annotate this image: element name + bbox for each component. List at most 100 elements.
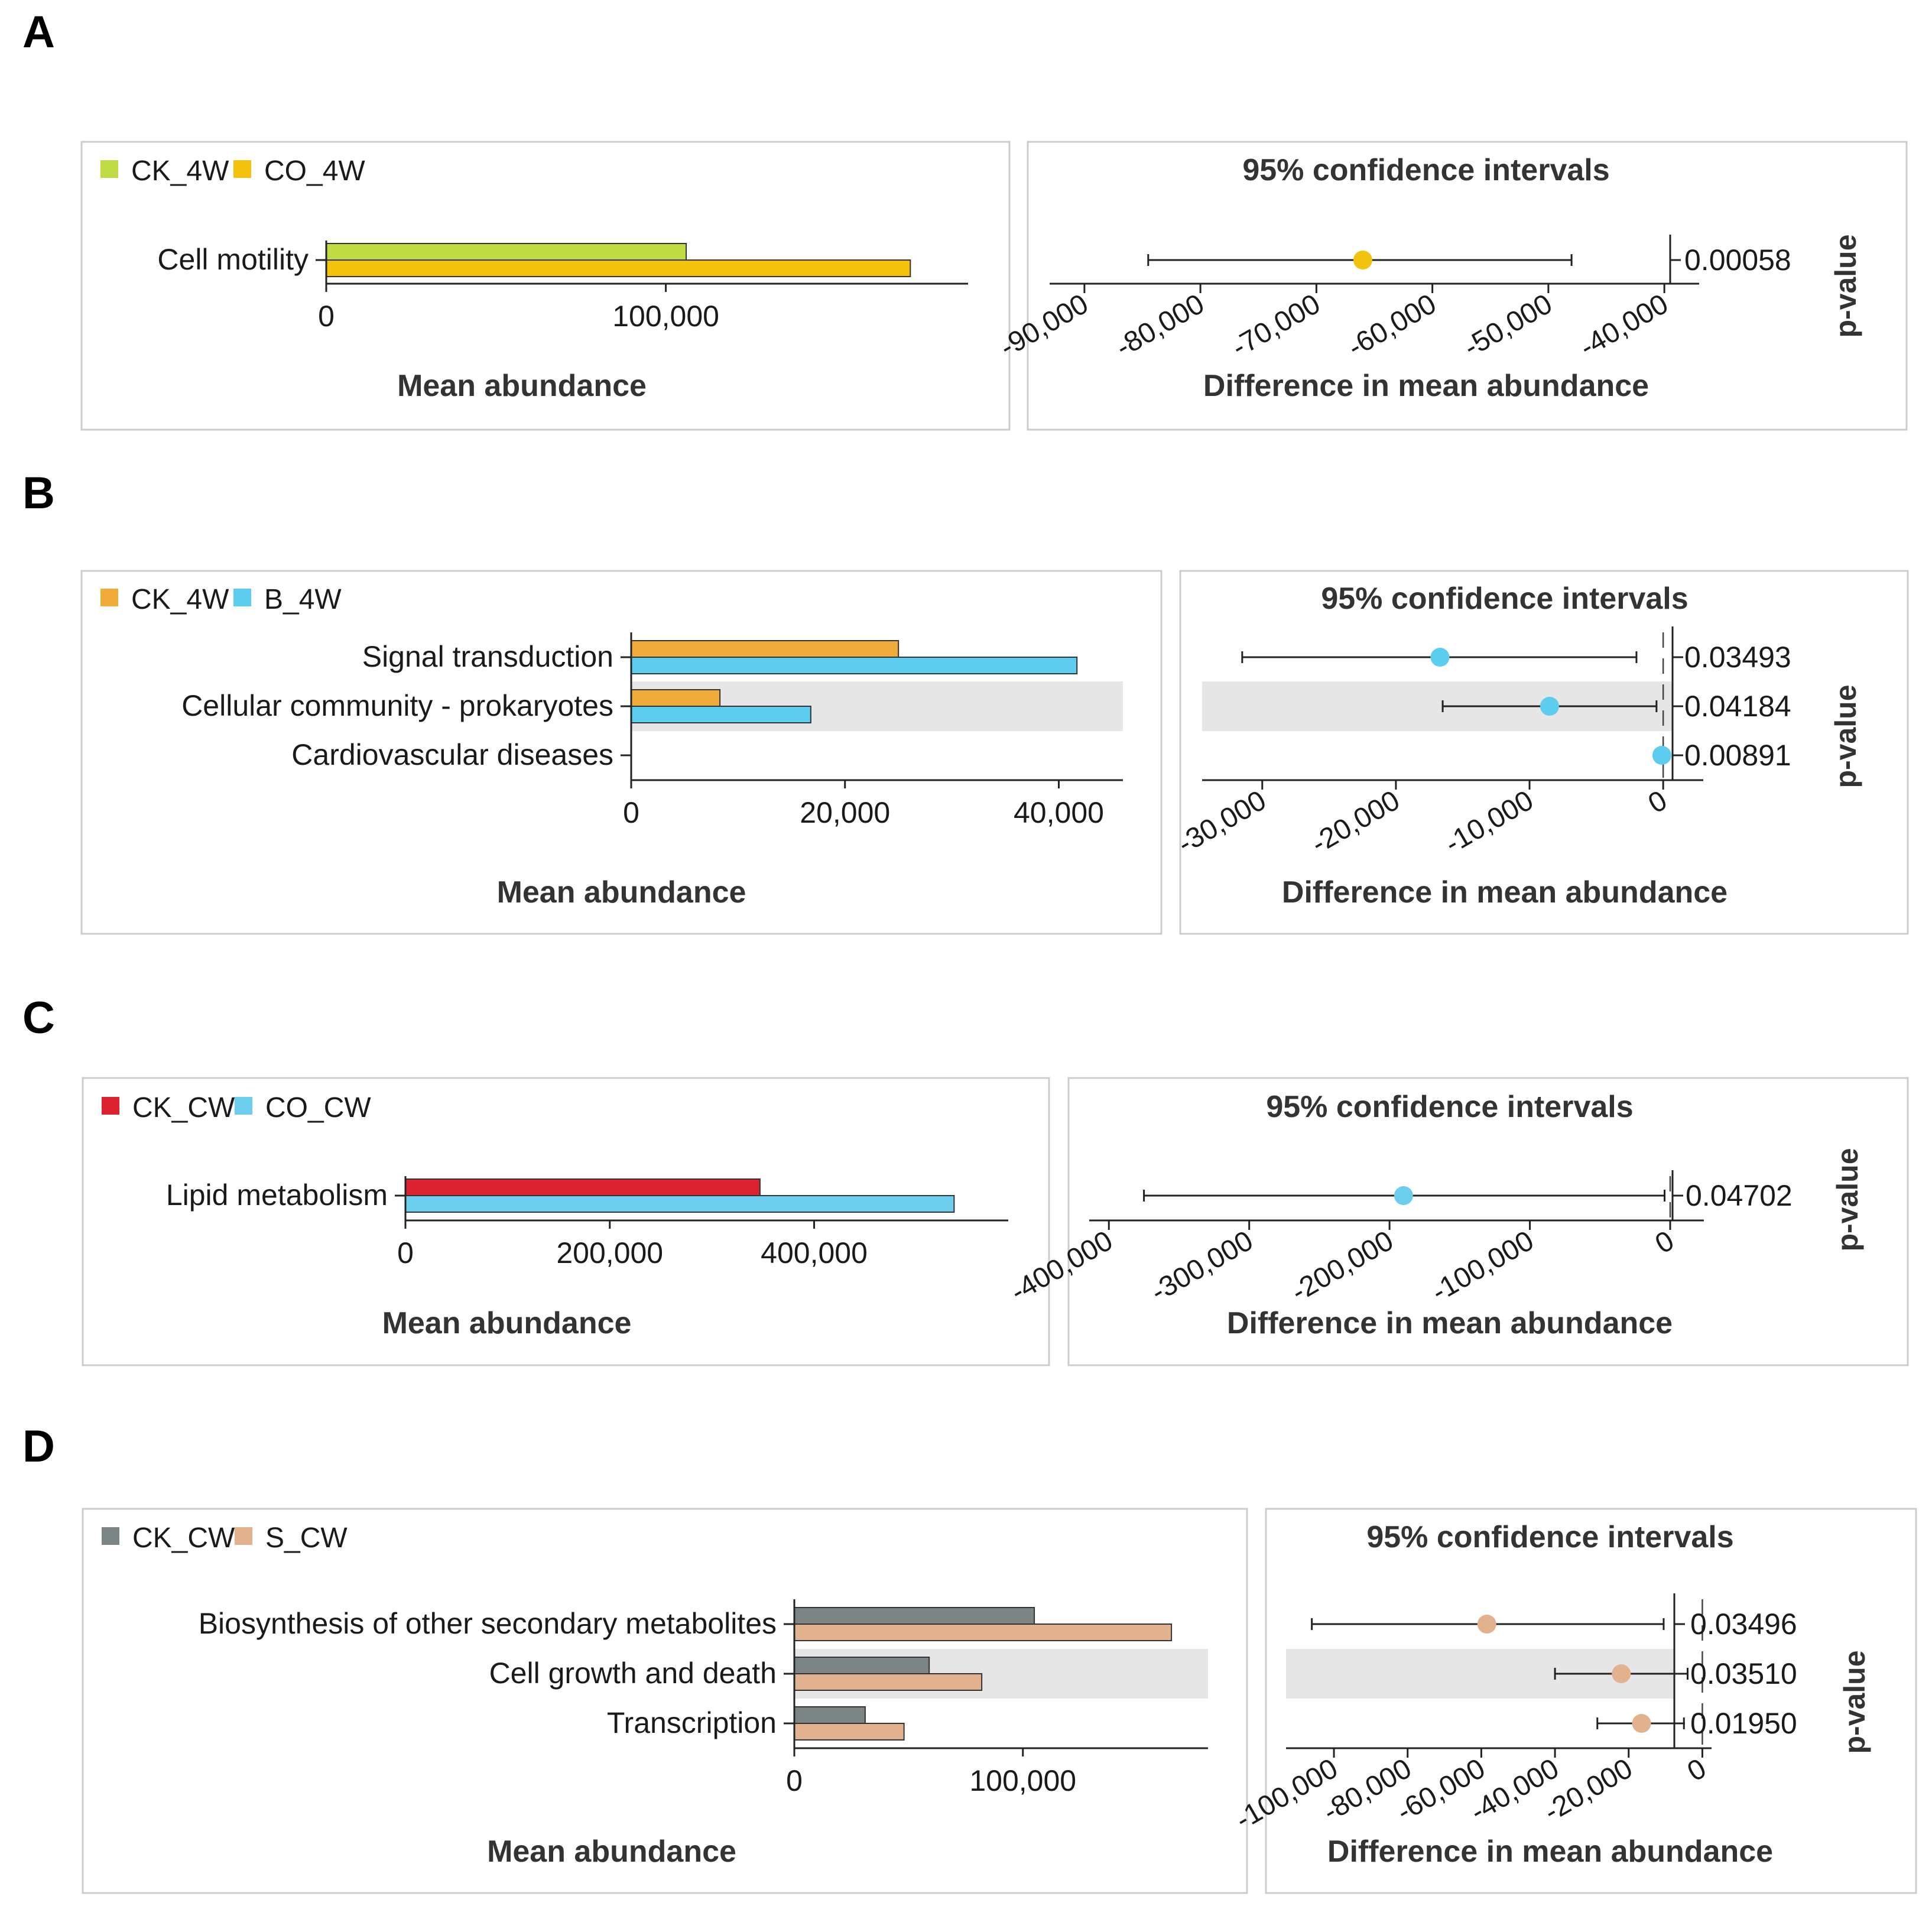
bar-x-tick-label: 0 (397, 1236, 414, 1269)
bar-x-axis-title: Mean abundance (497, 875, 746, 910)
pvalue-label: 0.04702 (1686, 1179, 1793, 1212)
ci-x-tick-label: -200,000 (1286, 1225, 1399, 1308)
ci-x-tick-label: -40,000 (1574, 288, 1673, 363)
panel-d-label: D (22, 1421, 55, 1472)
category-label: Lipid metabolism (166, 1178, 388, 1212)
bar (326, 243, 687, 261)
ci-title: 95% confidence intervals (1266, 1090, 1633, 1124)
legend-label: CO_CW (265, 1092, 371, 1124)
bar (794, 1706, 866, 1724)
bar (794, 1623, 1173, 1641)
pvalue-axis-title: p-value (1838, 1650, 1871, 1754)
legend-label: B_4W (264, 584, 342, 615)
ci-x-tick-label: -100,000 (1426, 1225, 1539, 1308)
pvalue-label: 0.04184 (1684, 690, 1791, 723)
panel-b-label: B (22, 468, 55, 518)
ci-panel-frame (1027, 141, 1908, 431)
category-label: Cell growth and death (489, 1657, 777, 1690)
category-label: Cell motility (157, 243, 309, 276)
pvalue-axis-title: p-value (1831, 1148, 1864, 1251)
category-label: Cellular community - prokaryotes (181, 689, 613, 722)
legend-label: CK_4W (131, 584, 229, 615)
ci-panel-frame (1265, 1508, 1917, 1894)
ci-title: 95% confidence intervals (1242, 153, 1609, 187)
category-label: Transcription (607, 1706, 777, 1739)
ci-x-tick-label: -70,000 (1226, 288, 1325, 363)
bar (631, 640, 900, 658)
effect-point (1430, 648, 1450, 667)
ci-x-tick-label: 0 (1682, 1753, 1712, 1788)
panel-b: B CK_4W B_4W Signal transduction Cellular co… (22, 468, 1909, 935)
legend-swatch (233, 589, 251, 606)
ci-x-axis-title: Difference in mean abundance (1282, 875, 1728, 910)
pvalue-label: 0.03496 (1690, 1608, 1797, 1641)
bar (405, 1195, 955, 1213)
bar (631, 689, 721, 707)
bar (631, 657, 1078, 674)
legend-label: CK_CW (132, 1522, 235, 1554)
legend-label: CO_4W (264, 155, 365, 187)
ci-panel-frame (1179, 570, 1909, 935)
pvalue-axis-title: p-value (1829, 684, 1862, 788)
legend-swatch (235, 1527, 252, 1545)
bar-x-tick-label: 0 (623, 796, 639, 829)
ci-x-tick-label: -60,000 (1343, 288, 1441, 363)
effect-point (1540, 697, 1559, 716)
legend-label: CK_4W (131, 155, 229, 187)
ci-x-tick-label: 0 (1643, 785, 1673, 820)
ci-x-tick-label: -80,000 (1111, 288, 1209, 363)
effect-point (1632, 1714, 1651, 1733)
legend-swatch (100, 589, 118, 606)
bar-x-tick-label: 0 (786, 1764, 803, 1797)
bar (794, 1657, 930, 1674)
ci-x-tick-label: -400,000 (1005, 1225, 1118, 1308)
legend-label: CK_CW (132, 1092, 235, 1124)
bar-panel-frame (80, 141, 1011, 431)
bar-x-tick-label: 100,000 (612, 300, 719, 333)
ci-title: 95% confidence intervals (1366, 1520, 1733, 1554)
bar-x-tick-label: 200,000 (556, 1236, 663, 1269)
bar-panel-frame (82, 1508, 1248, 1894)
panel-a: A CK_4W CO_4W Cell motility 0 100,000 Mean abu… (22, 7, 1908, 431)
panel-a-label: A (22, 7, 55, 57)
bar-x-tick-label: 40,000 (1014, 796, 1104, 829)
panel-c-label: C (22, 993, 55, 1043)
pvalue-axis-title: p-value (1829, 234, 1862, 337)
bar-x-axis-title: Mean abundance (382, 1306, 632, 1340)
legend-label: S_CW (265, 1522, 348, 1554)
bar-x-tick-label: 100,000 (969, 1764, 1076, 1797)
bar-panel-frame (80, 570, 1163, 935)
legend-swatch (235, 1097, 252, 1115)
effect-point (1652, 746, 1671, 765)
bar-x-tick-label: 20,000 (800, 796, 890, 829)
pvalue-label: 0.00058 (1684, 243, 1791, 277)
ci-x-axis-title: Difference in mean abundance (1203, 369, 1649, 403)
pvalue-label: 0.00891 (1684, 739, 1791, 772)
bar (794, 1673, 983, 1691)
legend-swatch (102, 1527, 119, 1545)
bar (405, 1178, 761, 1196)
bar-panel-frame (82, 1077, 1050, 1366)
ci-x-axis-title: Difference in mean abundance (1327, 1834, 1773, 1869)
ci-x-tick-label: -50,000 (1459, 288, 1557, 363)
bar-x-tick-label: 0 (318, 300, 335, 333)
legend-swatch (100, 160, 118, 178)
pvalue-label: 0.03493 (1684, 641, 1791, 674)
bar (631, 706, 811, 723)
category-label: Signal transduction (362, 640, 613, 673)
effect-point (1353, 251, 1372, 269)
effect-point (1612, 1664, 1631, 1683)
ci-x-axis-title: Difference in mean abundance (1227, 1306, 1673, 1340)
category-label: Cardiovascular diseases (291, 738, 613, 771)
bar-x-axis-title: Mean abundance (397, 369, 647, 403)
pvalue-label: 0.03510 (1690, 1657, 1797, 1690)
bar-x-tick-label: 400,000 (761, 1236, 868, 1269)
ci-x-tick-label: -300,000 (1146, 1225, 1259, 1308)
effect-point (1477, 1615, 1496, 1634)
effect-point (1394, 1186, 1413, 1205)
ci-x-tick-label: 0 (1650, 1225, 1680, 1260)
bar (794, 1723, 905, 1741)
ci-x-tick-label: -10,000 (1440, 785, 1538, 860)
ci-title: 95% confidence intervals (1321, 582, 1688, 616)
